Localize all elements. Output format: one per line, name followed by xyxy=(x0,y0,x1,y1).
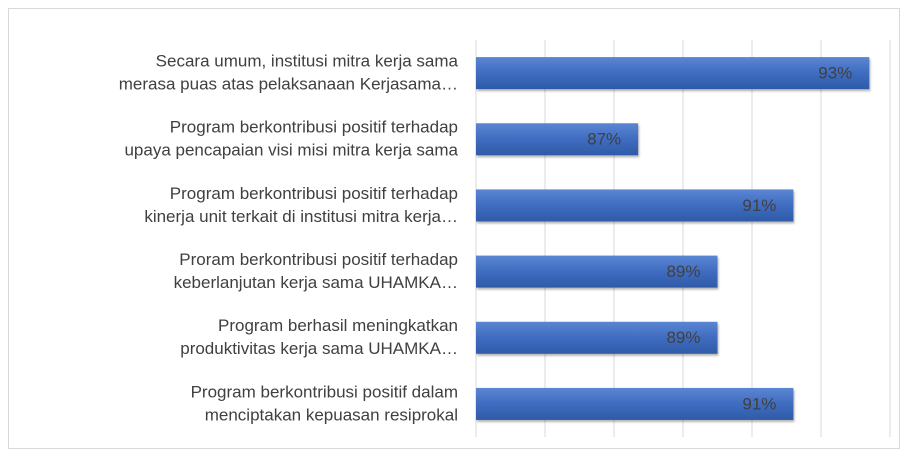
category-label: keberlanjutan kerja sama UHAMKA… xyxy=(174,273,458,292)
category-label: menciptakan kepuasan resiprokal xyxy=(205,405,458,424)
category-label: upaya pencapaian visi misi mitra kerja s… xyxy=(124,141,458,160)
category-label: produktivitas kerja sama UHAMKA… xyxy=(180,339,458,358)
category-label: Program berkontribusi positif terhadap xyxy=(170,184,458,203)
category-label: Program berhasil meningkatkan xyxy=(218,316,458,335)
data-label: 93% xyxy=(818,64,852,83)
category-label: Secara umum, institusi mitra kerja sama xyxy=(156,52,459,71)
category-label: Proram berkontribusi positif terhadap xyxy=(179,250,458,269)
data-label: 91% xyxy=(742,196,776,215)
bar xyxy=(476,123,639,156)
bar xyxy=(476,189,794,222)
category-label: Program berkontribusi positif dalam xyxy=(191,382,458,401)
bar xyxy=(476,57,870,90)
category-label: Program berkontribusi positif terhadap xyxy=(170,118,458,137)
data-label: 87% xyxy=(587,130,621,149)
category-label: merasa puas atas pelaksanaan Kerjasama… xyxy=(119,75,458,94)
data-label: 89% xyxy=(666,328,700,347)
bar xyxy=(476,255,718,288)
category-label: kinerja unit terkait di institusi mitra … xyxy=(144,207,458,226)
bar xyxy=(476,387,794,420)
data-label: 91% xyxy=(742,394,776,413)
bar xyxy=(476,321,718,354)
data-label: 89% xyxy=(666,262,700,281)
